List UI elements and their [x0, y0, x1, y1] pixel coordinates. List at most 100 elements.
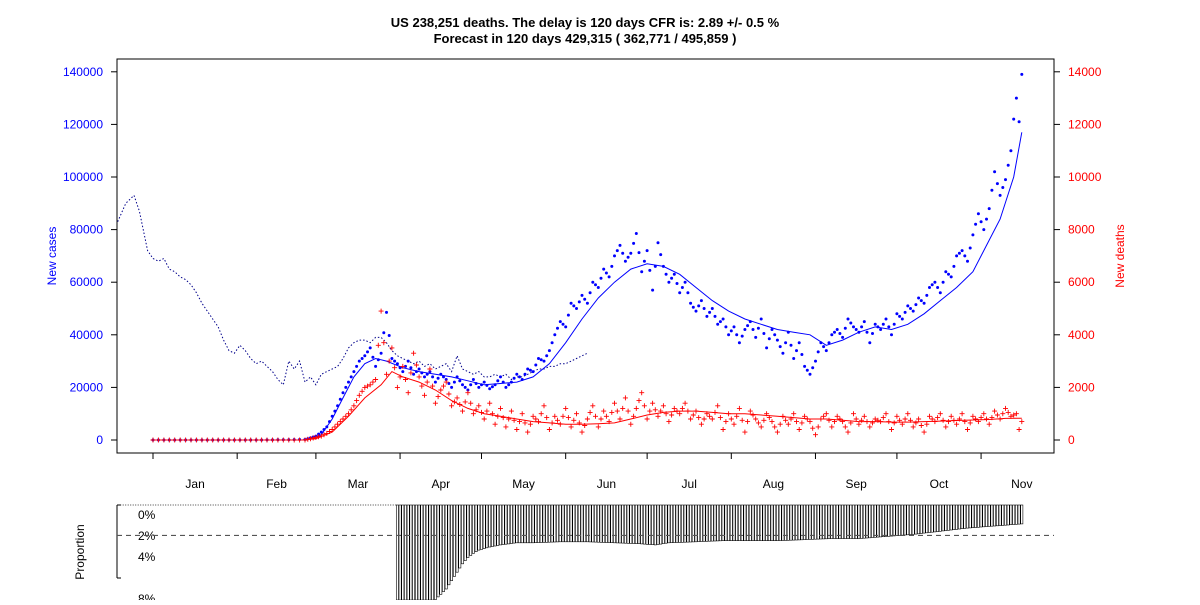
left-tick-label: 40000	[70, 328, 104, 342]
proportion-bar	[713, 504, 717, 542]
proportion-bar	[990, 504, 994, 527]
proportion-bar	[900, 504, 904, 536]
x-tick-label: Jul	[682, 477, 697, 491]
deaths-point	[899, 421, 905, 427]
cases-point	[919, 299, 923, 303]
deaths-point	[709, 416, 715, 422]
deaths-point	[810, 425, 816, 431]
cases-point	[629, 251, 633, 255]
deaths-point	[959, 411, 965, 417]
proportion-bar	[808, 504, 812, 540]
deaths-point	[422, 392, 427, 398]
deaths-point	[525, 429, 531, 435]
deaths-point	[690, 412, 696, 418]
x-tick-label: Oct	[930, 477, 949, 491]
proportion-bar	[841, 504, 845, 539]
cases-point	[938, 291, 942, 295]
deaths-point	[280, 437, 286, 443]
proportion-bar	[960, 504, 964, 530]
deaths-point	[617, 416, 623, 422]
deaths-point	[215, 437, 221, 443]
deaths-point	[476, 403, 482, 409]
proportion-bar	[518, 504, 521, 544]
proportion-bar	[852, 504, 855, 539]
cases-point	[591, 280, 595, 284]
proportion-bar	[691, 504, 695, 543]
cases-point	[868, 341, 872, 345]
cases-point	[971, 233, 975, 237]
proportion-bar	[417, 504, 421, 601]
proportion-tick-label: 8%	[138, 592, 156, 600]
proportion-bar	[610, 504, 614, 544]
cases-point	[735, 333, 739, 337]
deaths-point	[327, 429, 332, 434]
right-tick-label: 10000	[1068, 170, 1102, 184]
proportion-bar	[461, 504, 464, 565]
deaths-point	[897, 417, 903, 423]
cases-point	[680, 286, 684, 289]
deaths-point	[302, 437, 308, 443]
proportion-bar	[765, 504, 769, 542]
deaths-point	[346, 411, 351, 417]
deaths-point	[609, 409, 615, 415]
deaths-point	[834, 413, 840, 419]
deaths-point	[829, 424, 835, 430]
deaths-point	[821, 413, 827, 419]
deaths-point	[565, 415, 571, 421]
cases-point	[395, 362, 399, 366]
cases-point	[596, 286, 600, 289]
proportion-bar	[675, 504, 679, 543]
deaths-point	[291, 437, 297, 443]
deaths-point	[155, 437, 161, 443]
deaths-point	[761, 417, 767, 423]
deaths-point	[574, 411, 579, 417]
cases-point	[330, 414, 334, 418]
proportion-bar	[553, 504, 557, 543]
cases-point	[621, 251, 625, 255]
proportion-bar	[835, 504, 839, 539]
proportion-bar	[906, 504, 910, 536]
cases-point	[957, 251, 961, 255]
proportion-bar	[414, 504, 418, 601]
deaths-point	[731, 421, 737, 427]
cases-point	[518, 375, 521, 379]
deaths-point	[329, 427, 335, 432]
proportion-bar	[537, 504, 540, 543]
cases-point	[816, 350, 820, 354]
cases-point	[705, 314, 709, 318]
deaths-point	[851, 411, 856, 417]
proportion-bar	[963, 504, 967, 529]
proportion-bar	[718, 504, 722, 542]
deaths-point	[755, 420, 761, 426]
cases-point	[613, 254, 616, 258]
cases-point	[699, 299, 703, 303]
cases-point	[827, 341, 831, 345]
cases-point	[368, 346, 372, 350]
cases-point	[729, 329, 733, 333]
deaths-point	[527, 421, 533, 427]
deaths-point	[717, 415, 723, 421]
deaths-point	[356, 392, 362, 398]
cases-point	[952, 264, 956, 268]
cases-point	[512, 376, 516, 380]
proportion-bar	[775, 504, 779, 542]
deaths-point	[921, 429, 927, 435]
deaths-point	[522, 420, 528, 426]
deaths-point	[997, 416, 1003, 422]
deaths-point	[587, 409, 593, 415]
deaths-point	[788, 416, 794, 422]
cases-point	[708, 310, 712, 314]
cases-point	[385, 310, 388, 314]
deaths-point	[427, 366, 433, 372]
cases-point	[702, 307, 706, 310]
cases-point	[928, 286, 931, 289]
cases-point	[900, 317, 904, 321]
cases-point	[911, 309, 915, 313]
deaths-point	[367, 382, 373, 388]
cases-point	[414, 370, 418, 374]
main-plot-frame	[116, 58, 1055, 454]
cases-point	[740, 334, 744, 338]
deaths-point	[905, 411, 911, 417]
cases-point	[678, 291, 682, 295]
